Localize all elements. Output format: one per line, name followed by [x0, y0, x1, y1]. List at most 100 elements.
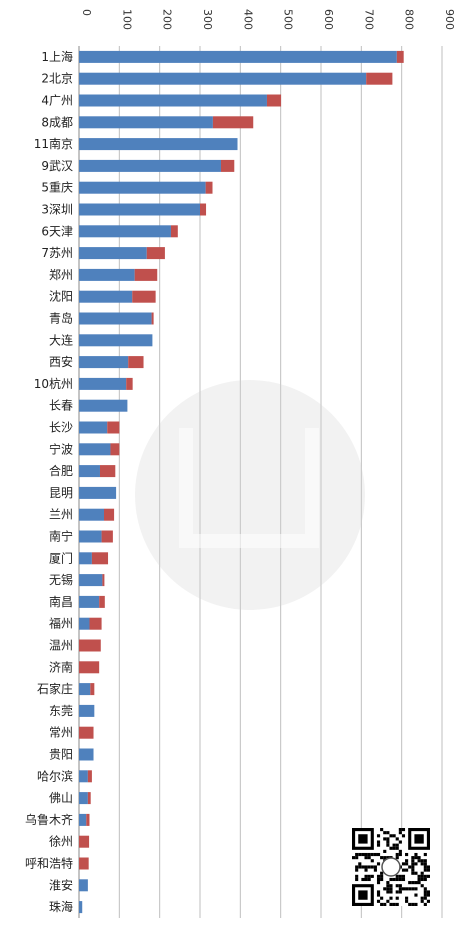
qr-module	[392, 846, 396, 850]
qr-module	[398, 852, 402, 857]
bar-14-series-0	[79, 356, 129, 369]
category-label-12: 青岛	[49, 311, 73, 326]
qr-module	[423, 859, 427, 863]
bar-26-series-1	[89, 617, 102, 630]
bar-15-series-1	[126, 377, 133, 390]
qr-module	[386, 890, 390, 894]
bar-24-series-0	[79, 574, 103, 587]
bar-3-series-1	[212, 116, 254, 129]
qr-module	[398, 877, 402, 882]
category-label-31: 常州	[49, 726, 73, 740]
qr-module	[395, 902, 399, 906]
qr-module	[386, 831, 390, 835]
qr-module	[414, 887, 418, 891]
qr-module	[376, 852, 381, 857]
bar-23-series-0	[79, 552, 92, 565]
qr-module	[411, 856, 415, 860]
bar-19-series-0	[79, 465, 100, 478]
x-tick-label-700: 700	[362, 9, 375, 30]
qr-module	[386, 899, 390, 903]
bar-12-series-1	[151, 312, 154, 325]
qr-module	[364, 877, 368, 882]
category-label-37: 呼和浩特	[25, 856, 73, 871]
qr-module	[380, 902, 384, 906]
qr-module	[392, 843, 396, 847]
qr-module	[355, 852, 359, 857]
category-label-4: 11南京	[34, 136, 73, 151]
qr-module	[376, 834, 381, 838]
bar-7-series-1	[200, 203, 207, 216]
qr-module	[389, 887, 393, 891]
qr-module	[408, 887, 412, 891]
qr-module	[395, 877, 399, 882]
qr-module	[405, 852, 409, 857]
qr-module	[395, 874, 399, 878]
category-label-15: 10杭州	[34, 376, 73, 391]
bar-19-series-1	[99, 465, 116, 478]
qr-module	[386, 887, 390, 891]
category-label-29: 石家庄	[37, 681, 73, 696]
qr-module	[392, 877, 396, 882]
qr-module	[383, 831, 387, 835]
qr-module	[380, 871, 384, 875]
qr-module	[420, 896, 424, 900]
qr-module	[364, 852, 368, 857]
bars	[79, 50, 404, 914]
qr-module	[426, 868, 430, 872]
bar-10-series-1	[134, 268, 158, 281]
bar-2-series-1	[266, 94, 282, 107]
bar-29-series-0	[79, 683, 91, 696]
category-label-18: 宁波	[49, 441, 73, 456]
qr-module	[376, 899, 381, 903]
qr-module	[423, 890, 427, 894]
qr-module	[395, 896, 399, 900]
x-tick-label-300: 300	[201, 9, 214, 30]
qr-module	[395, 884, 399, 888]
qr-module	[373, 852, 377, 857]
qr-module	[423, 874, 427, 878]
qr-module	[426, 890, 430, 894]
qr-module	[414, 902, 418, 906]
qr-module	[405, 859, 409, 863]
x-tick-label-600: 600	[322, 9, 335, 30]
qr-module	[423, 902, 427, 906]
bar-6-series-0	[79, 181, 206, 194]
category-label-20: 昆明	[49, 486, 73, 500]
qr-module	[386, 840, 390, 844]
qr-module	[420, 899, 424, 903]
bar-22-series-0	[79, 530, 102, 543]
qr-module	[392, 902, 396, 906]
category-label-27: 温州	[49, 639, 73, 653]
qr-module	[398, 831, 402, 835]
qr-module	[376, 893, 381, 897]
qr-module	[423, 852, 427, 857]
qr-module	[376, 874, 381, 878]
bar-18-series-1	[110, 443, 120, 456]
qr-module	[411, 865, 415, 869]
bar-21-series-1	[104, 508, 115, 521]
qr-module	[408, 902, 412, 906]
bar-4-series-0	[79, 138, 238, 151]
qr-module	[370, 859, 374, 863]
qr-module	[367, 852, 371, 857]
qr-module	[361, 865, 365, 869]
category-label-10: 郑州	[49, 267, 73, 282]
qr-module	[361, 852, 365, 857]
x-tick-label-100: 100	[120, 9, 133, 30]
qr-module	[411, 859, 415, 863]
category-label-19: 合肥	[49, 463, 73, 478]
qr-module	[423, 896, 427, 900]
category-label-2: 4广州	[41, 94, 73, 108]
category-label-6: 5重庆	[41, 181, 73, 195]
qr-module	[423, 893, 427, 897]
qr-module	[389, 834, 393, 838]
qr-finder-core	[358, 834, 368, 844]
qr-module	[386, 856, 390, 860]
bar-1-series-1	[366, 72, 393, 85]
qr-module	[386, 881, 390, 885]
bar-35-series-1	[86, 813, 90, 826]
bar-23-series-1	[91, 552, 109, 565]
qr-module	[401, 862, 406, 866]
bar-34-series-1	[87, 792, 91, 805]
category-label-36: 徐州	[49, 834, 73, 849]
